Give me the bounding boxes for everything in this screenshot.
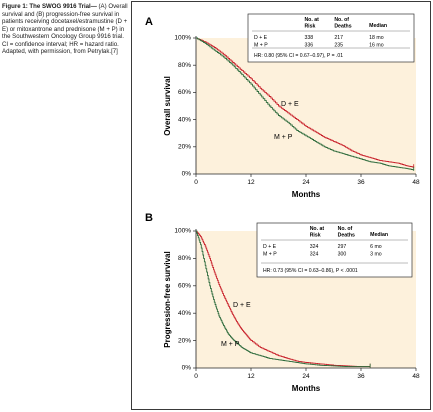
series-label-mp: M + P: [274, 134, 293, 141]
table-cell: 300: [338, 252, 347, 258]
panel-label: A: [145, 16, 153, 28]
chart-panel-b: B 0% 20% 40% 60% 80% 100% 0 12 24 36 48 Months Progre…: [145, 212, 420, 393]
caption-reference: [7]: [111, 48, 118, 55]
table-cell: 324: [310, 252, 319, 258]
table-header: Deaths: [338, 233, 355, 239]
table-cell: 3 mo: [370, 252, 382, 258]
x-tick-label: 36: [357, 179, 365, 186]
caption-heading: Figure 1: The SWOG 9916 Trial—: [2, 3, 97, 10]
series-label-de: D + E: [233, 302, 251, 309]
y-tick-label: 100%: [174, 228, 191, 235]
table-cell: M + P: [254, 43, 268, 49]
x-tick-label: 12: [247, 179, 255, 186]
hazard-ratio-text: HR: 0.80 (95% CI = 0.67–0.97), P = .01: [254, 53, 343, 59]
y-tick-label: 40%: [178, 310, 191, 317]
table-cell: 324: [310, 244, 319, 250]
table-cell: 16 mo: [369, 43, 384, 49]
x-tick-label: 0: [194, 179, 198, 186]
stats-table-box: [256, 222, 413, 278]
table-cell: 217: [334, 35, 343, 41]
table-header: Deaths: [334, 24, 351, 30]
table-header: Median: [370, 232, 388, 238]
table-cell: 338: [304, 35, 313, 41]
table-header: No. at: [310, 226, 325, 232]
table-header: No. of: [338, 226, 353, 232]
y-tick-label: 40%: [178, 116, 191, 123]
y-axis-label: Progression-free survival: [163, 251, 172, 347]
y-tick-label: 60%: [178, 283, 191, 290]
table-cell: 235: [334, 43, 343, 49]
series-line-mp: [196, 37, 415, 171]
series-line-de: [196, 230, 371, 368]
stats-table-box: [247, 13, 415, 63]
chart-panel-a: A 0% 20% 40% 60% 80% 100% 0 12 24 36 48 Months Overal…: [145, 13, 420, 199]
y-tick-label: 80%: [178, 62, 191, 69]
series-label-de: D + E: [281, 101, 299, 108]
table-cell: D + E: [263, 244, 277, 250]
series-line-de: [196, 37, 415, 168]
table-cell: M + P: [263, 252, 277, 258]
table-cell: 336: [304, 43, 313, 49]
table-cell: 18 mo: [369, 35, 384, 41]
x-axis-label: Months: [292, 190, 321, 199]
caption-body: (A) Overall survival and (B) progression…: [2, 3, 128, 55]
table-cell: 297: [338, 244, 347, 250]
table-header: No. at: [304, 17, 319, 23]
y-tick-label: 0%: [182, 171, 192, 178]
table-header: No. of: [334, 17, 349, 23]
x-tick-label: 24: [302, 373, 310, 380]
x-tick-label: 36: [357, 373, 365, 380]
y-tick-label: 20%: [178, 337, 191, 344]
series-label-mp: M + P: [221, 341, 240, 348]
x-tick-label: 12: [247, 373, 255, 380]
y-tick-label: 0%: [182, 365, 192, 372]
table-header: Median: [369, 23, 387, 29]
table-header: Risk: [304, 24, 315, 30]
y-tick-label: 80%: [178, 255, 191, 262]
table-cell: 6 mo: [370, 244, 382, 250]
y-tick-label: 100%: [174, 35, 191, 42]
y-tick-label: 60%: [178, 89, 191, 96]
x-tick-label: 48: [412, 373, 420, 380]
table-cell: D + E: [254, 35, 268, 41]
y-axis-label: Overall survival: [163, 76, 172, 136]
x-tick-label: 24: [302, 179, 310, 186]
panel-label: B: [145, 212, 153, 224]
hazard-ratio-text: HR: 0.73 (95% CI = 0.63–0.86), P < .0001: [263, 268, 358, 274]
x-tick-label: 0: [194, 373, 198, 380]
table-header: Risk: [310, 233, 321, 239]
x-axis-label: Months: [292, 384, 321, 393]
figure-caption: Figure 1: The SWOG 9916 Trial— (A) Overa…: [2, 3, 128, 56]
series-line-mp: [196, 230, 371, 368]
x-tick-label: 48: [412, 179, 420, 186]
y-tick-label: 20%: [178, 144, 191, 151]
